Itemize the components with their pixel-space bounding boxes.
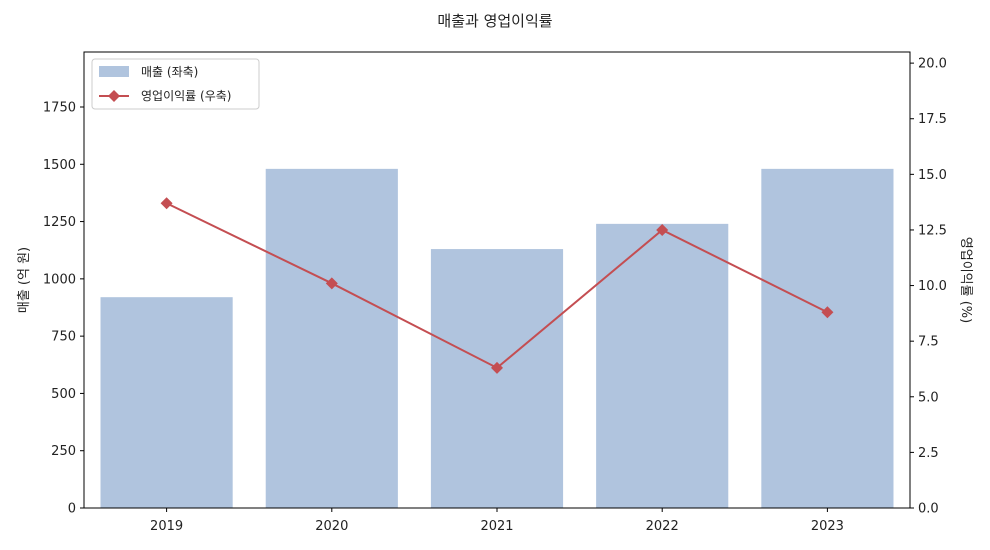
right-tick-label: 20.0 <box>918 57 947 72</box>
legend: 매출 (좌축) 영업이익률 (우축) <box>91 58 260 110</box>
right-axis-label: 영업이익률 (%) <box>958 237 973 323</box>
left-axis-label: 매출 (억 원) <box>17 247 32 313</box>
right-tick-label: 0.0 <box>918 502 939 517</box>
left-tick-label: 1000 <box>43 272 76 287</box>
line-layer <box>160 197 834 374</box>
right-tick-label: 10.0 <box>918 279 947 294</box>
margin-marker-2023 <box>821 306 834 319</box>
bars-layer <box>100 168 894 509</box>
legend-bar-label: 매출 (좌축) <box>141 65 198 79</box>
left-y-axis: 0 250 500 750 1000 1250 1500 1750 <box>43 100 84 517</box>
right-tick-label: 2.5 <box>918 446 939 461</box>
right-tick-label: 12.5 <box>918 223 947 238</box>
left-tick-label: 1750 <box>43 100 76 115</box>
x-tick-label: 2020 <box>315 519 348 534</box>
x-tick-label: 2021 <box>480 519 513 534</box>
left-tick-label: 1250 <box>43 215 76 230</box>
legend-line-label: 영업이익률 (우축) <box>141 89 231 103</box>
margin-marker-2020 <box>325 277 338 290</box>
legend-line-marker <box>108 90 120 102</box>
left-tick-label: 0 <box>68 502 76 517</box>
left-tick-label: 1500 <box>43 158 76 173</box>
right-tick-label: 7.5 <box>918 335 939 350</box>
right-y-axis: 0.0 2.5 5.0 7.5 10.0 12.5 15.0 17.5 20.0 <box>910 57 947 517</box>
left-tick-label: 750 <box>51 330 76 345</box>
revenue-bar-2021 <box>430 249 564 509</box>
left-tick-label: 250 <box>51 444 76 459</box>
revenue-bar-2023 <box>761 168 894 508</box>
x-axis: 2019 2020 2021 2022 2023 <box>150 508 844 534</box>
margin-marker-2022 <box>656 223 669 236</box>
legend-box <box>91 58 260 110</box>
left-tick-label: 500 <box>51 387 76 402</box>
right-tick-label: 17.5 <box>918 112 947 127</box>
revenue-bar-2019 <box>100 297 233 508</box>
right-tick-label: 15.0 <box>918 168 947 183</box>
margin-marker-2021 <box>491 361 503 374</box>
margin-marker-2019 <box>160 197 173 210</box>
legend-bar-swatch <box>99 66 129 77</box>
right-tick-label: 5.0 <box>918 390 939 405</box>
revenue-bar-2020 <box>265 168 398 508</box>
x-tick-label: 2023 <box>811 519 844 534</box>
x-tick-label: 2022 <box>646 519 679 534</box>
x-tick-label: 2019 <box>150 519 183 534</box>
chart-title: 매출과 영업이익률 <box>437 12 552 30</box>
revenue-bar-2022 <box>596 223 729 508</box>
